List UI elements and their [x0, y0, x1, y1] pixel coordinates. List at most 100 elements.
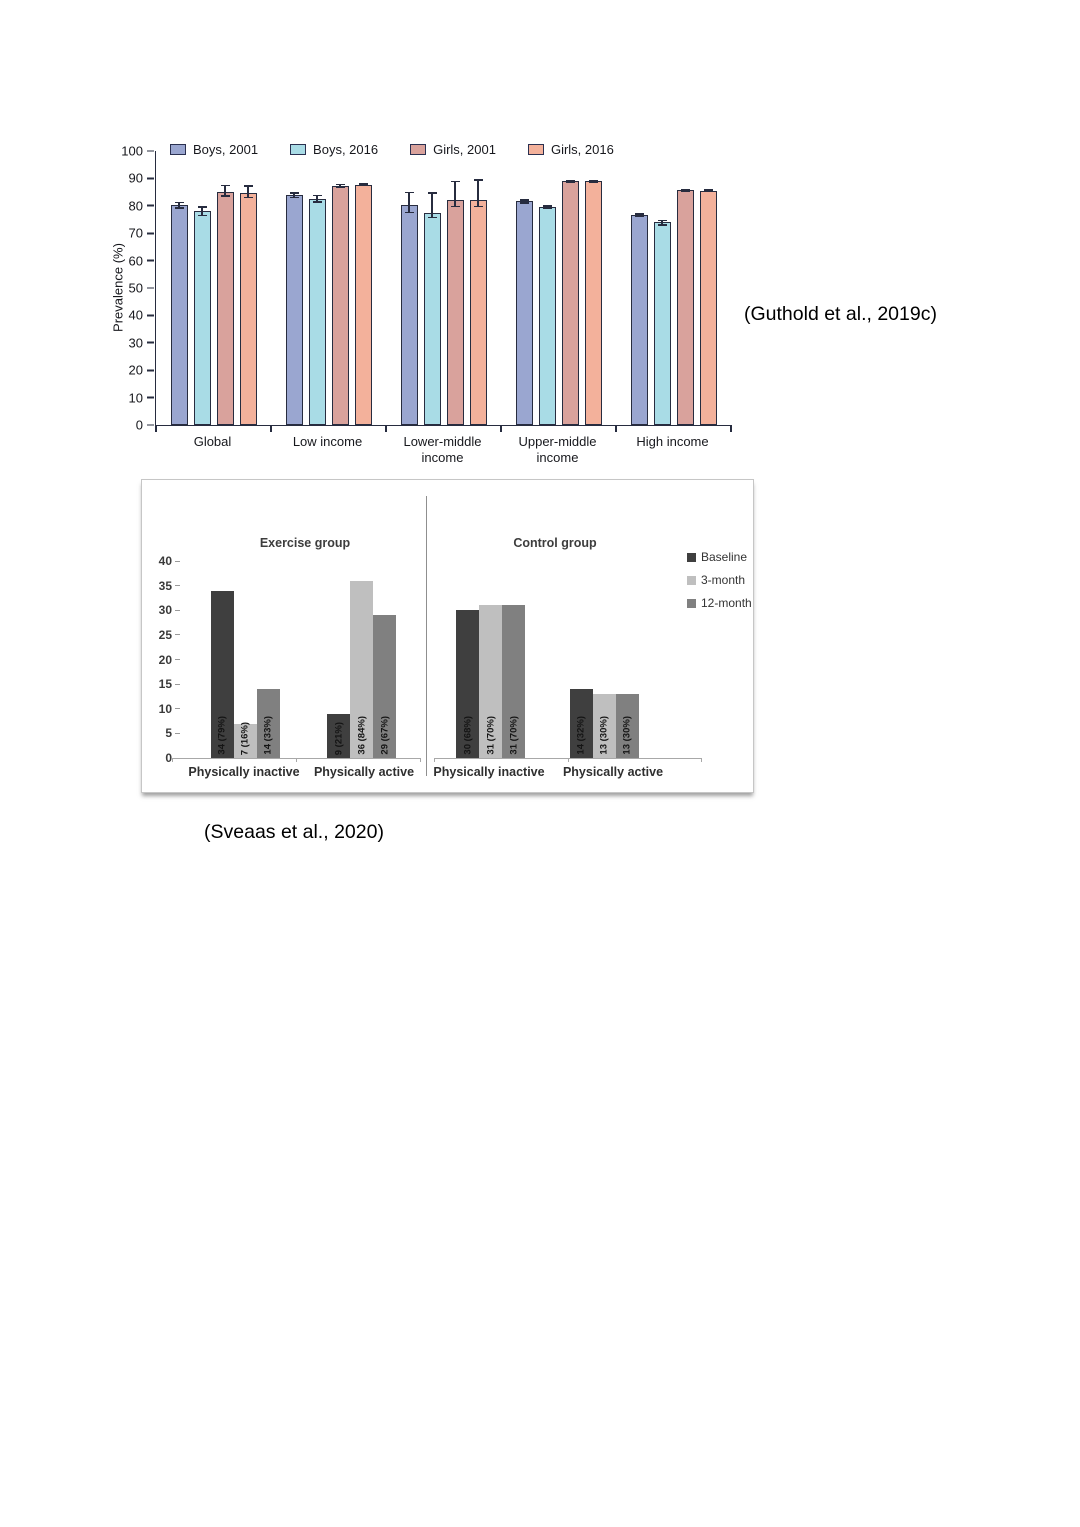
bar-slot — [285, 151, 303, 425]
y-tick-label: 30 — [128, 335, 143, 351]
y-tick-label: 40 — [158, 554, 172, 568]
error-bar — [634, 212, 644, 218]
y-tick: 40 — [159, 554, 180, 568]
error-bar — [588, 179, 598, 183]
bar-slot — [676, 151, 694, 425]
legend-label: 3-month — [701, 573, 746, 587]
bar: 31 (70%) — [479, 605, 503, 758]
y-tick-label: 0 — [135, 417, 143, 433]
fig2-y-axis: 0 5 10 15 20 25 30 35 40 — [142, 554, 180, 765]
legend-swatch — [687, 552, 696, 562]
error-cap — [358, 184, 368, 187]
x-axis-tick — [385, 425, 387, 432]
y-tick-mark — [175, 634, 180, 636]
error-line — [316, 194, 318, 203]
bar — [331, 186, 349, 425]
error-bar — [289, 192, 299, 199]
fig1-y-axis: 0 10 20 30 40 50 60 70 80 90 100 — [110, 144, 154, 433]
y-tick-label: 30 — [158, 603, 172, 618]
error-cap — [243, 196, 253, 199]
bar-value-label: 14 (33%) — [262, 716, 274, 755]
y-tick-label: 20 — [128, 362, 143, 378]
error-cap — [634, 215, 644, 218]
y-tick-mark — [175, 659, 180, 660]
bar: 14 (33%) — [256, 689, 280, 758]
bar — [308, 198, 326, 425]
y-tick-label: 5 — [165, 726, 172, 741]
error-cap — [174, 207, 184, 209]
bar — [561, 181, 579, 425]
y-tick: 90 — [129, 171, 154, 186]
legend-item: 3-month — [687, 573, 752, 587]
error-bar — [657, 219, 667, 226]
bar-value-label: 14 (32%) — [575, 716, 587, 755]
bars-row: 30 (68%) 31 (70%) 31 (70%) 14 (32%) 13 (30%)… — [434, 561, 661, 758]
y-tick-mark — [147, 287, 154, 289]
error-cap — [335, 186, 345, 188]
error-cap — [519, 202, 529, 204]
y-tick-mark — [147, 369, 154, 372]
y-tick-mark — [147, 259, 154, 262]
bar-slot — [170, 151, 188, 425]
error-cap — [588, 180, 598, 183]
bar-group: 34 (79%) 7 (16%) 14 (33%) — [210, 590, 280, 758]
y-tick-label: 70 — [128, 225, 143, 241]
x-axis-tick — [730, 425, 732, 432]
bar — [354, 184, 372, 425]
category-label: High income — [636, 434, 709, 449]
category-label: Low income — [292, 434, 363, 449]
x-axis-tick — [270, 425, 272, 432]
bar-group — [616, 151, 731, 425]
y-tick: 30 — [129, 335, 154, 350]
panel-divider — [426, 496, 427, 776]
fig2-legend: Baseline 3-month 12-month — [687, 550, 752, 610]
fig2-title-control: Control group — [513, 536, 597, 550]
category-label: Physically inactive — [433, 765, 545, 779]
bar — [400, 205, 418, 425]
y-tick: 80 — [129, 198, 154, 213]
error-cap — [220, 195, 230, 198]
bar: 13 (30%) — [615, 693, 639, 758]
error-cap — [289, 196, 299, 199]
y-tick-mark — [147, 177, 154, 180]
y-tick: 50 — [129, 281, 154, 296]
legend-swatch — [410, 144, 427, 155]
bar-group: 30 (68%) 31 (70%) 31 (70%) — [456, 605, 526, 758]
y-tick-label: 15 — [158, 677, 172, 692]
y-tick: 5 — [165, 726, 180, 740]
error-bar — [542, 205, 552, 209]
bar-value-label: 13 (30%) — [598, 716, 610, 755]
fig2-panel-exercise: 34 (79%) 7 (16%) 14 (33%) 9 (21%) 36 (84%) 29… — [172, 561, 421, 762]
bar-slot — [584, 151, 602, 425]
bar-slot — [239, 151, 257, 425]
legend-swatch — [290, 144, 307, 155]
error-cap — [450, 205, 460, 208]
bar-value-label: 7 (16%) — [239, 721, 251, 755]
bar-slot — [354, 151, 372, 425]
legend-swatch — [687, 575, 696, 585]
error-bar — [404, 191, 414, 214]
error-line — [661, 219, 663, 226]
y-tick: 15 — [159, 677, 180, 691]
bar-slot — [331, 151, 349, 425]
error-line — [638, 212, 640, 218]
error-cap — [197, 214, 207, 217]
y-tick-label: 90 — [128, 170, 143, 186]
y-tick-label: 60 — [128, 253, 143, 269]
x-axis-tick — [567, 758, 569, 762]
bar-value-label: 31 (70%) — [485, 716, 496, 755]
bar-slot — [515, 151, 533, 425]
error-line — [293, 192, 295, 199]
bar-group: 9 (21%) 36 (84%) 29 (67%) — [327, 580, 397, 758]
error-bar — [243, 185, 253, 199]
category-label: Physically inactive — [188, 765, 300, 779]
legend-label: 12-month — [701, 596, 752, 610]
bar-slot — [561, 151, 579, 425]
legend-item: Boys, 2001 — [170, 142, 258, 157]
error-line — [408, 191, 410, 214]
bar-group — [386, 151, 501, 425]
error-cap — [473, 205, 483, 208]
bar-value-label: 34 (79%) — [216, 716, 228, 755]
x-axis-tick — [172, 758, 173, 762]
